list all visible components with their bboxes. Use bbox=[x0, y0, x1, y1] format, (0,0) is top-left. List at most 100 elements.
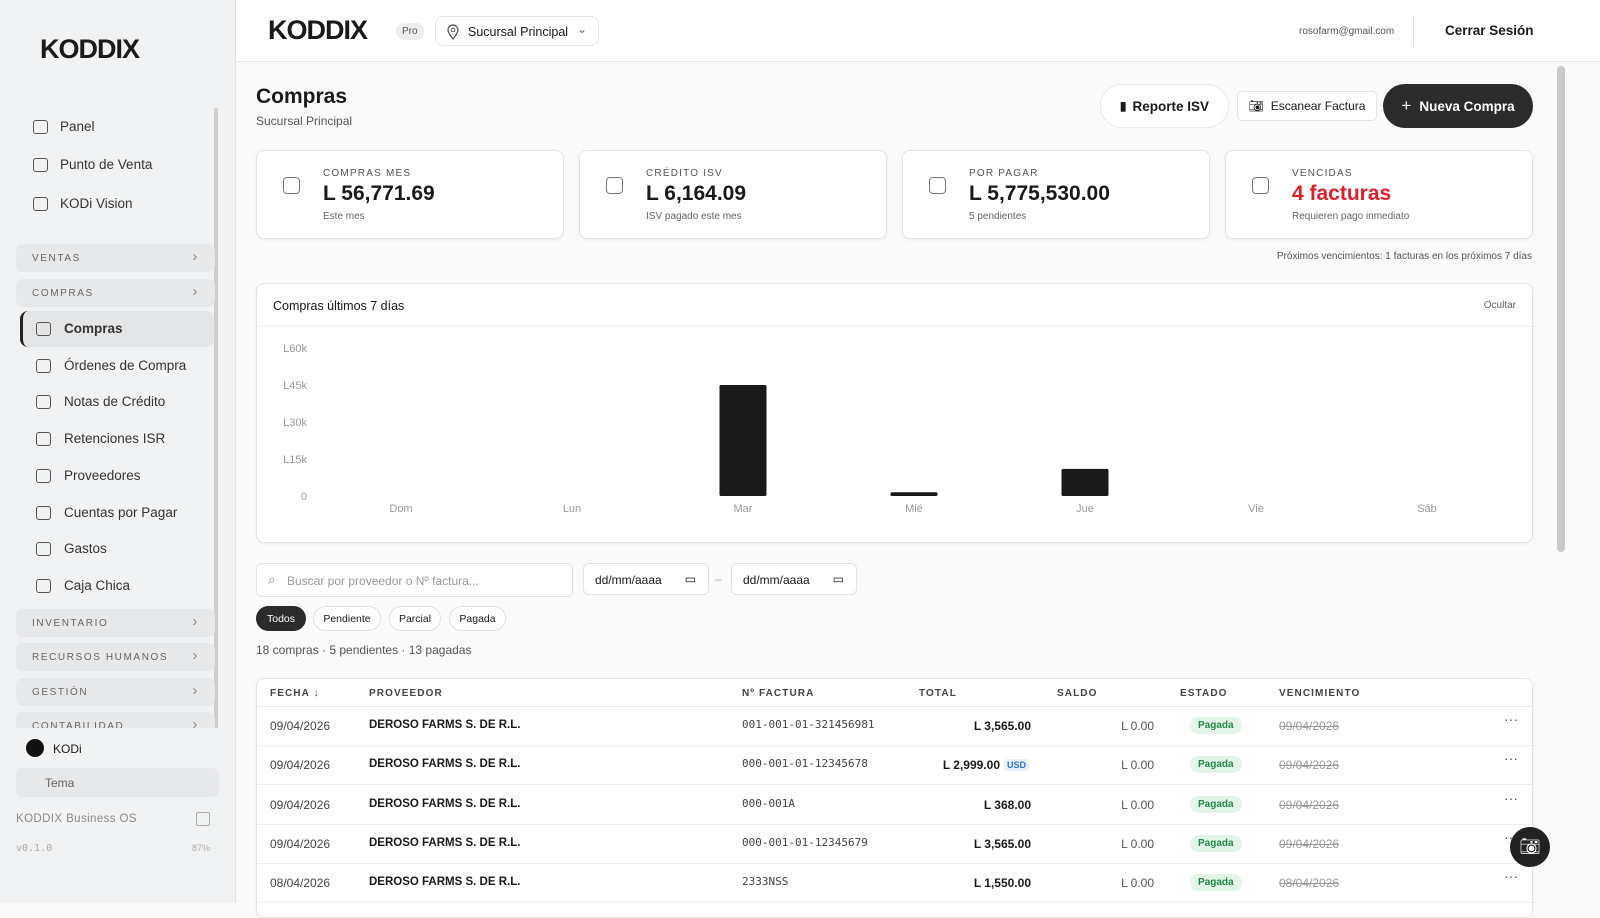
stat-icon bbox=[929, 177, 946, 194]
cell-due: 09/04/2026 bbox=[1279, 836, 1340, 851]
bar bbox=[1061, 468, 1109, 496]
nav-section[interactable]: RECURSOS HUMANOS bbox=[16, 643, 215, 671]
collapse-button[interactable] bbox=[196, 812, 210, 826]
table-row[interactable]: 09/04/2026 DEROSO FARMS S. DE R.L. 001-001… bbox=[257, 706, 1532, 745]
nav-icon bbox=[36, 468, 51, 483]
nav-item[interactable]: Proveedores bbox=[64, 467, 141, 483]
hide-chart-button[interactable]: Ocultar bbox=[1483, 300, 1516, 311]
stat-value: 4 facturas bbox=[1292, 182, 1392, 205]
report-button[interactable]: ▮ Reporte ISV bbox=[1100, 84, 1229, 128]
sidebar-logo[interactable]: KODDIX bbox=[40, 34, 140, 64]
stat-note: ISV pagado este mes bbox=[646, 211, 742, 222]
nav-section[interactable]: INVENTARIO bbox=[16, 609, 215, 637]
branch-select[interactable]: Sucursal Principal ⌄ bbox=[435, 16, 599, 46]
filter-chip[interactable]: Todos bbox=[256, 606, 306, 631]
scan-button[interactable]: 📷︎ Escanear Factura bbox=[1237, 91, 1377, 121]
row-divider bbox=[257, 784, 1532, 786]
nav-item[interactable]: Cuentas por Pagar bbox=[64, 504, 178, 520]
search-placeholder: Buscar por proveedor o Nº factura... bbox=[287, 574, 479, 588]
nav-item[interactable]: Compras bbox=[64, 321, 123, 336]
logout-button[interactable]: Cerrar Sesión bbox=[1445, 23, 1534, 38]
stat-card: POR PAGAR L 5,775,530.00 5 pendientes bbox=[902, 150, 1210, 239]
row-divider bbox=[257, 745, 1532, 746]
active-item-bg bbox=[20, 311, 214, 347]
divider bbox=[1413, 16, 1414, 46]
nav-section[interactable]: GESTIÓN bbox=[16, 678, 215, 706]
nav-item[interactable]: KODi Vision bbox=[60, 196, 133, 211]
nav-icon bbox=[33, 120, 48, 134]
button-label: Escanear Factura bbox=[1270, 99, 1366, 113]
search-input[interactable]: ⌕ Buscar por proveedor o Nº factura... bbox=[256, 563, 573, 597]
x-tick-label: Jue bbox=[1076, 503, 1094, 515]
new-purchase-button[interactable]: + Nueva Compra bbox=[1383, 84, 1533, 128]
scan-fab[interactable]: 📷︎ bbox=[1510, 827, 1550, 867]
status-pill: Pagada bbox=[1190, 834, 1242, 852]
stat-icon bbox=[1252, 177, 1269, 194]
nav-item[interactable]: Punto de Venta bbox=[60, 157, 153, 172]
cell-due: 09/04/2026 bbox=[1279, 719, 1340, 733]
table-row[interactable]: 08/04/2026 DEROSO FARMS S. DE R.L. 2333NSS… bbox=[257, 863, 1532, 902]
table-row[interactable]: 09/04/2026 DEROSO FARMS S. DE R.L. 000-001… bbox=[257, 745, 1532, 784]
pin-icon bbox=[447, 24, 459, 40]
chart-title: Compras últimos 7 días bbox=[273, 299, 405, 313]
stat-icon bbox=[606, 177, 623, 194]
row-menu[interactable]: ··· bbox=[1504, 711, 1518, 727]
row-menu[interactable]: ··· bbox=[1504, 868, 1518, 885]
cell-date: 09/04/2026 bbox=[270, 797, 331, 812]
nav-item[interactable]: Gastos bbox=[64, 541, 107, 557]
cell-invoice: 001-001-01-321456981 bbox=[742, 718, 875, 731]
nav-fade bbox=[0, 728, 235, 903]
stat-label: COMPRAS MES bbox=[323, 168, 412, 179]
cell-invoice: 000-001-01-12345678 bbox=[742, 757, 868, 771]
y-tick-label: L45k bbox=[283, 380, 307, 392]
date-to[interactable]: dd/mm/aaaa ▭ bbox=[731, 563, 857, 595]
sidebar: KODDIX Panel Punto de Venta KODi Vision VEN… bbox=[0, 0, 236, 903]
nav-icon bbox=[36, 505, 51, 520]
page-subtitle: Sucursal Principal bbox=[256, 114, 353, 128]
nav-icon bbox=[36, 578, 51, 593]
nav-item[interactable]: Retenciones ISR bbox=[64, 431, 166, 447]
cell-invoice: 2333NSS bbox=[742, 875, 789, 889]
date-from[interactable]: dd/mm/aaaa ▭ bbox=[583, 563, 709, 595]
column-header: ESTADO bbox=[1180, 688, 1228, 699]
y-tick-label: L30k bbox=[283, 417, 307, 429]
x-tick-label: Vie bbox=[1248, 503, 1264, 515]
row-menu[interactable]: ··· bbox=[1504, 789, 1518, 806]
bar bbox=[719, 385, 767, 496]
nav-section[interactable]: COMPRAS bbox=[16, 279, 215, 307]
stat-note: 5 pendientes bbox=[969, 211, 1027, 222]
cell-balance: L 0.00 bbox=[1121, 836, 1154, 851]
nav-item[interactable]: Notas de Crédito bbox=[64, 394, 166, 410]
nav-item[interactable]: Panel bbox=[60, 119, 95, 134]
user-name: KODi bbox=[53, 742, 82, 756]
cell-supplier: DEROSO FARMS S. DE R.L. bbox=[369, 876, 521, 889]
filter-chip[interactable]: Pendiente bbox=[313, 606, 381, 631]
y-tick-label: 0 bbox=[301, 491, 307, 503]
cell-date: 09/04/2026 bbox=[270, 758, 331, 773]
filter-chip[interactable]: Parcial bbox=[389, 606, 441, 631]
nav-icon bbox=[36, 358, 51, 373]
chart: 0 L15k L30k L45k L60k Dom Lun Mar Mié Jue Vie Sáb bbox=[283, 343, 1437, 515]
nav-item[interactable]: Órdenes de Compra bbox=[64, 357, 187, 373]
x-tick-label: Dom bbox=[389, 503, 412, 515]
nav-item[interactable]: Caja Chica bbox=[64, 577, 131, 593]
page-title: Compras bbox=[256, 85, 348, 108]
status-pill: Pagada bbox=[1190, 874, 1242, 892]
nav-section[interactable]: VENTAS bbox=[16, 244, 215, 272]
cell-due: 08/04/2026 bbox=[1279, 876, 1340, 891]
row-menu[interactable]: ··· bbox=[1504, 750, 1518, 767]
filter-chip[interactable]: Pagada bbox=[449, 606, 506, 631]
cell-supplier: DEROSO FARMS S. DE R.L. bbox=[369, 758, 521, 771]
cell-supplier: DEROSO FARMS S. DE R.L. bbox=[369, 719, 521, 731]
header-logo[interactable]: KODDIX bbox=[268, 15, 368, 45]
result-summary: 18 compras · 5 pendientes · 13 pagadas bbox=[256, 643, 472, 657]
table-row[interactable]: 09/04/2026 DEROSO FARMS S. DE R.L. 000-001… bbox=[257, 824, 1532, 863]
stat-label: CRÉDITO ISV bbox=[646, 168, 723, 179]
cell-invoice: 000-001A bbox=[742, 796, 795, 810]
stat-label: VENCIDAS bbox=[1292, 168, 1353, 179]
theme-toggle[interactable] bbox=[16, 768, 219, 797]
x-tick-label: Mar bbox=[734, 503, 753, 515]
table-row[interactable]: 09/04/2026 DEROSO FARMS S. DE R.L. 000-001… bbox=[257, 785, 1532, 824]
cell-date: 09/04/2026 bbox=[270, 719, 331, 733]
nav-icon bbox=[36, 542, 51, 557]
